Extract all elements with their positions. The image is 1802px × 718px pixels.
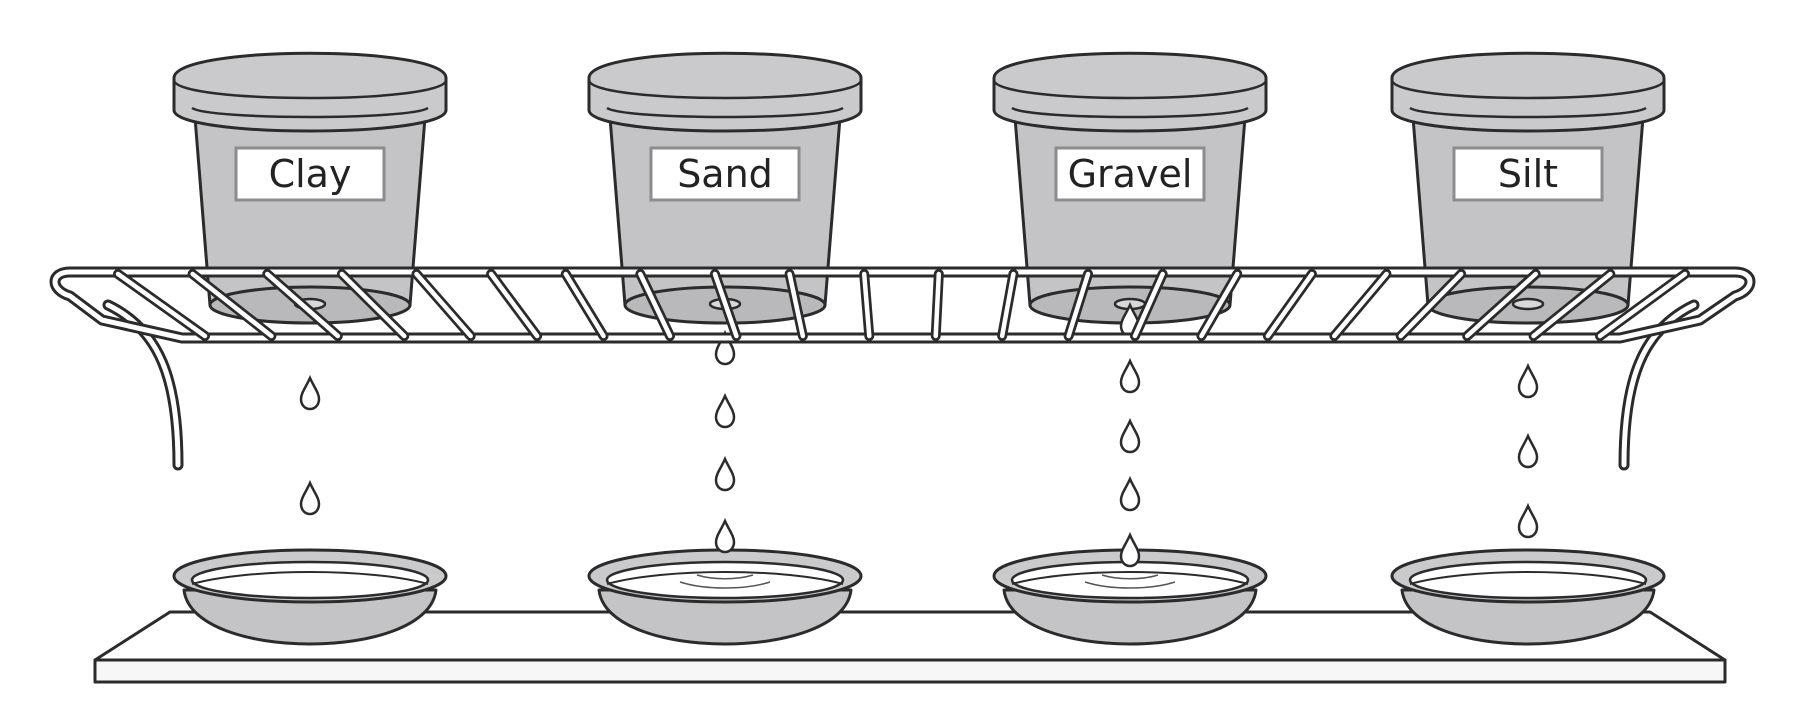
water-drop <box>714 329 736 366</box>
rack-bar <box>113 269 210 341</box>
rack-bar <box>1262 269 1317 341</box>
water-drop <box>714 455 736 492</box>
rack-bar <box>1063 269 1094 341</box>
pot-rim <box>587 51 863 133</box>
water-drop <box>714 517 736 554</box>
water-drop <box>1517 502 1539 539</box>
water-drops-4 <box>1517 362 1539 539</box>
water-drop <box>1119 417 1141 454</box>
rack-bar <box>997 269 1019 341</box>
soil-type-label: Sand <box>677 152 773 196</box>
water-surface <box>1010 560 1250 600</box>
pot-rim <box>1390 51 1666 133</box>
rack-bar <box>930 269 944 341</box>
pot-rim <box>172 51 448 133</box>
rack-bar <box>784 269 808 341</box>
rack-bar <box>709 269 742 341</box>
rack-bar <box>560 269 609 341</box>
pot-label-4: Silt <box>1452 146 1604 202</box>
pot-label-3: Gravel <box>1054 146 1206 202</box>
water-surface <box>190 560 430 600</box>
water-surface <box>1408 560 1648 600</box>
rack-bar <box>486 269 543 341</box>
water-drop <box>714 392 736 429</box>
water-drops-1 <box>299 374 321 516</box>
rack-bar <box>1329 269 1392 341</box>
pots-layer <box>172 51 1666 325</box>
saucer-2 <box>587 548 863 646</box>
rack-bar <box>1528 269 1616 341</box>
pot-label-2: Sand <box>649 146 801 202</box>
water-drop <box>299 374 321 411</box>
water-drop <box>1517 362 1539 399</box>
water-drop <box>299 479 321 516</box>
soil-type-label: Silt <box>1498 152 1558 196</box>
rack-bar <box>187 269 277 341</box>
water-drop <box>1119 357 1141 394</box>
soil-type-label: Clay <box>269 152 352 196</box>
saucer-1 <box>172 548 448 646</box>
rack-bar <box>262 269 343 341</box>
rack-bar <box>1462 269 1541 341</box>
drain-hole <box>1511 297 1545 311</box>
rack-bar <box>1130 269 1168 341</box>
rack-bars <box>113 269 1690 341</box>
pot-label-1: Clay <box>234 146 386 202</box>
rack-bar <box>1196 269 1243 341</box>
rack-bar <box>336 269 410 341</box>
rack-bar <box>1395 269 1467 341</box>
water-drops-2 <box>714 329 736 554</box>
soil-type-label: Gravel <box>1068 152 1193 196</box>
water-drops-3 <box>1119 301 1141 568</box>
wire-rack <box>49 266 1756 471</box>
saucer-4 <box>1390 548 1666 646</box>
labels-layer: Clay Sand Gravel Silt <box>234 146 1604 202</box>
saucer-3 <box>992 548 1268 646</box>
saucers-layer <box>172 548 1666 646</box>
water-surface <box>605 560 845 600</box>
rack-bar <box>635 269 675 341</box>
rack-bar <box>859 269 875 341</box>
water-drop <box>1119 531 1141 568</box>
pot-rim <box>992 51 1268 133</box>
drops-layer <box>299 301 1539 568</box>
rack-bar <box>411 269 476 341</box>
rack-bar <box>1595 269 1690 341</box>
water-drop <box>1119 475 1141 512</box>
water-drop <box>1517 432 1539 469</box>
